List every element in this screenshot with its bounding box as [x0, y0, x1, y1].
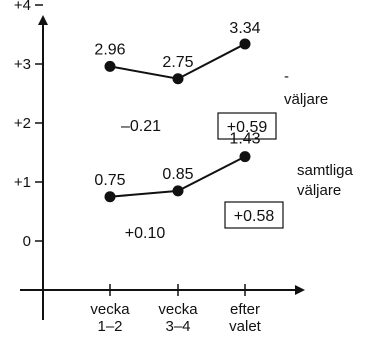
x-axis-categories: vecka 1–2 vecka 3–4 efter valet — [90, 284, 262, 335]
x-tick-label: vecka 3–4 — [158, 301, 198, 335]
y-tick-label: +4 — [14, 0, 31, 14]
change-label: +0.10 — [125, 225, 166, 242]
total-change-box — [217, 112, 277, 140]
series-2: 0.75 0.85 1.43 +0.10 +0.58 samtliga väljare — [94, 131, 353, 242]
axes — [20, 15, 305, 320]
total-change-label: +0.59 — [227, 119, 268, 136]
data-point — [239, 38, 251, 50]
y-axis-ticks: +4 +3 +2 +1 0 — [14, 0, 43, 250]
y-tick-label: +2 — [14, 115, 31, 132]
data-label: 1.43 — [229, 131, 260, 148]
data-label: 3.34 — [229, 20, 260, 37]
change-label: –0.21 — [121, 118, 161, 135]
series-group: 2.96 2.75 3.34 –0.21 +0.59 -väljare 0.75 0.85 1.… — [94, 20, 353, 242]
data-point — [172, 73, 184, 85]
data-point — [104, 191, 116, 203]
series-1: 2.96 2.75 3.34 –0.21 +0.59 -väljare — [94, 20, 328, 140]
data-point — [239, 151, 251, 163]
data-label: 2.96 — [94, 41, 125, 58]
total-change-box — [224, 201, 284, 229]
data-point — [172, 185, 184, 197]
data-label: 0.85 — [162, 166, 193, 183]
data-label: 0.75 — [94, 172, 125, 189]
series-name-label: -väljare — [284, 68, 328, 108]
y-tick-label: 0 — [23, 233, 31, 250]
y-tick-label: +3 — [14, 56, 31, 73]
data-point — [104, 60, 116, 72]
total-change-label: +0.58 — [234, 208, 275, 225]
x-tick-label: efter valet — [229, 301, 262, 335]
y-tick-label: +1 — [14, 174, 31, 191]
series-name-label: samtliga väljare — [297, 162, 354, 199]
data-label: 2.75 — [162, 54, 193, 71]
x-tick-label: vecka 1–2 — [90, 301, 130, 335]
